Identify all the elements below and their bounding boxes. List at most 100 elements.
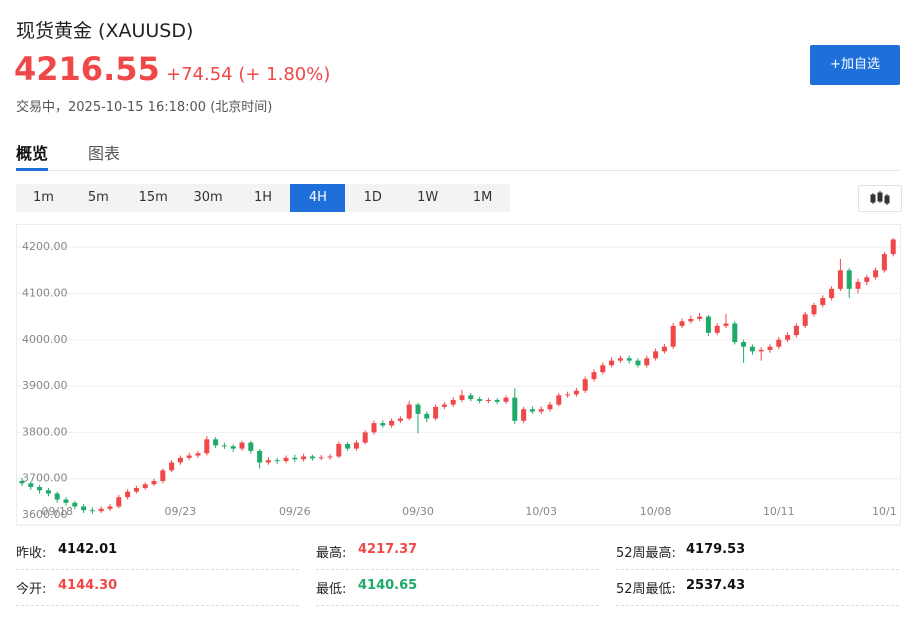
candle-body (221, 445, 227, 447)
candle-body (283, 457, 289, 462)
stat-label: 52周最低: (616, 582, 676, 597)
candle-body (723, 323, 729, 326)
title: 现货黄金 (XAUUSD) (16, 20, 194, 42)
candle-body (142, 484, 148, 488)
candle-body (661, 346, 667, 352)
separator (16, 605, 299, 606)
timeframe-button[interactable]: 1M (472, 190, 493, 205)
candle-body (450, 399, 456, 405)
stat-value: 4144.30 (58, 578, 118, 593)
candle-body (380, 423, 386, 426)
separator (316, 569, 599, 570)
plot-frame (16, 224, 901, 526)
candle-body (714, 325, 720, 333)
candle-body (811, 305, 817, 315)
candle-body (679, 321, 685, 326)
candle-body (565, 394, 571, 396)
candle-body (248, 442, 254, 451)
candle-body (881, 254, 887, 271)
separator (616, 569, 899, 570)
stat-value: 4142.01 (58, 542, 118, 557)
candle-body (257, 450, 263, 463)
candle-body (837, 270, 843, 289)
candle-body (441, 404, 447, 407)
candle-body (705, 316, 711, 333)
candle-body (362, 432, 368, 443)
candle-body (397, 418, 403, 421)
candle-body (776, 339, 782, 347)
tab-indicator (16, 168, 48, 171)
candle-body (265, 460, 271, 463)
stat-value: 4217.37 (358, 542, 418, 557)
timeframe-button[interactable]: 1m (32, 190, 54, 205)
candle-body (767, 346, 773, 350)
x-tick-label: 09/18 (41, 505, 73, 518)
tab[interactable]: 概览 (16, 144, 49, 163)
timeframe-button[interactable]: 4H (290, 184, 346, 212)
candle-body (415, 404, 421, 414)
chart-type-button[interactable] (858, 185, 902, 212)
timeframe-button[interactable]: 5m (87, 190, 109, 205)
candle-body (327, 456, 333, 458)
stat-label: 52周最高: (616, 546, 676, 561)
price-change: +74.54 (+ 1.80%) (166, 64, 331, 85)
candle-body (239, 442, 245, 449)
tab[interactable]: 图表 (88, 144, 121, 163)
candle-body (204, 439, 210, 454)
separator (316, 605, 599, 606)
candle-body (89, 510, 95, 512)
candle-body (873, 270, 879, 278)
y-tick-label: 3900.00 (22, 379, 68, 392)
candle-body (177, 457, 183, 463)
candle-body (160, 470, 166, 482)
candle-body (785, 335, 791, 340)
candle-body (741, 342, 747, 347)
y-tick-label: 3600.00 (22, 508, 68, 521)
candle-body (617, 358, 623, 361)
separator (16, 569, 299, 570)
candle-body (485, 399, 491, 401)
y-tick-label: 4000.00 (22, 333, 68, 346)
candle-body (81, 506, 87, 511)
candle-body (406, 404, 412, 419)
candle-body (353, 442, 359, 449)
candle-body (732, 323, 738, 343)
candle-body (371, 423, 377, 433)
candle-body (195, 453, 201, 456)
timeframe-button[interactable]: 1D (363, 190, 382, 205)
candle-body (591, 372, 597, 380)
candle-body (477, 399, 483, 401)
candle-body (45, 490, 51, 494)
candle-body (107, 506, 113, 509)
candle-body (230, 446, 236, 449)
candle-body (494, 399, 500, 402)
candle-body (459, 395, 465, 400)
timeframe-button[interactable]: 1W (417, 190, 439, 205)
candle-body (864, 277, 870, 282)
stat-value: 4140.65 (358, 578, 418, 593)
candle-body (697, 316, 703, 319)
candle-body (318, 457, 324, 459)
candle-body (433, 406, 439, 419)
timeframe-button[interactable]: 1H (253, 190, 273, 205)
y-tick-label: 4100.00 (22, 286, 68, 299)
candle-icon (870, 191, 890, 205)
y-tick-label: 3700.00 (22, 472, 68, 485)
candle-body (749, 346, 755, 352)
candle-body (846, 270, 852, 289)
candle-body (72, 502, 78, 507)
x-tick-label: 09/26 (279, 505, 311, 518)
candle-body (890, 239, 896, 255)
candle-body (19, 481, 25, 484)
candle-body (653, 351, 659, 359)
add-watchlist-button[interactable]: +加自选 (810, 45, 900, 85)
timeframe-button[interactable]: 15m (138, 190, 168, 205)
candle-body (573, 390, 579, 395)
candle-body (424, 413, 430, 419)
candle-body (116, 497, 122, 507)
timeframe-button[interactable]: 30m (193, 190, 223, 205)
status: 交易中，2025-10-15 16:18:00 (北京时间) (16, 100, 273, 115)
y-tick-label: 3800.00 (22, 425, 68, 438)
stat-label: 最高: (316, 546, 347, 561)
candle-body (529, 409, 535, 412)
